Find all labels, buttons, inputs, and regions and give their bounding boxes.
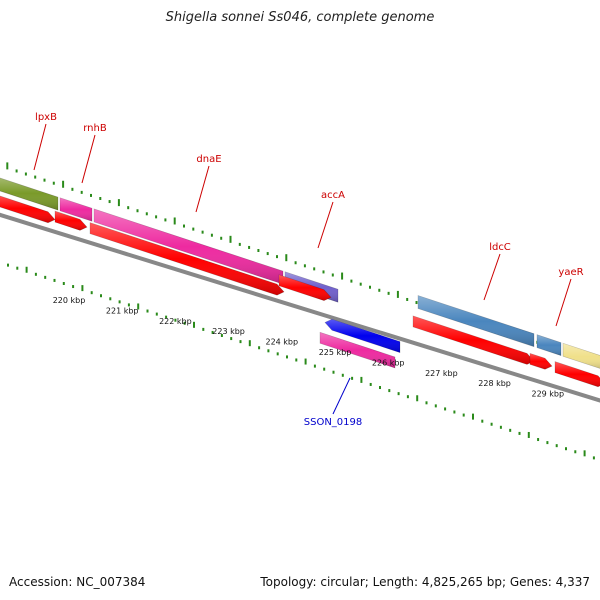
gene-label-ldcC[interactable]: ldcC [489, 242, 511, 253]
cds-rnhB-shade [55, 211, 87, 231]
gene-label-lpxB[interactable]: lpxB [35, 112, 57, 123]
feature-ldcC-shade [418, 295, 534, 347]
scale-label: 229 kbp [531, 390, 564, 399]
cds-unlabeled-shade [555, 361, 600, 387]
genome-summary-text: Topology: circular; Length: 4,825,265 bp… [260, 575, 590, 589]
scale-label: 226 kbp [372, 358, 405, 367]
gene-label-rnhB[interactable]: rnhB [83, 123, 107, 134]
scale-label: 228 kbp [478, 379, 511, 388]
label-leader-rnhB [81, 134, 96, 184]
gene-labels: lpxB rnhB dnaE accA ldcC yaeR SSON_0198 [33, 112, 584, 428]
backbone-line [0, 212, 600, 403]
label-leader-SSON_0198 [332, 377, 351, 415]
cds-ldcC-shade [413, 315, 534, 365]
scale-label: 221 kbp [106, 306, 139, 315]
outer-tick-track [6, 162, 595, 363]
gene-label-SSON_0198[interactable]: SSON_0198 [304, 417, 363, 428]
feature-yaeR-shade [537, 334, 561, 356]
scale-label: 227 kbp [425, 369, 458, 378]
accession-text: Accession: NC_007384 [9, 575, 146, 589]
cds-dnaE-shade [90, 222, 284, 296]
map-title: Shigella sonnei Ss046, complete genome [165, 10, 435, 25]
scale-label: 224 kbp [265, 338, 298, 347]
label-leader-dnaE [195, 165, 210, 213]
feature-dnaE-shade [94, 208, 283, 285]
feature-lpxB-shade [0, 178, 58, 211]
cds-track [0, 195, 600, 388]
gene-label-accA[interactable]: accA [321, 190, 345, 201]
scale-label: 223 kbp [212, 327, 245, 336]
scale-label: 222 kbp [159, 317, 192, 326]
backbone [0, 212, 600, 403]
cds-lpxB-shade [0, 196, 55, 223]
scale-label: 225 kbp [319, 348, 352, 357]
label-leader-lpxB [33, 123, 47, 171]
gene-label-yaeR[interactable]: yaeR [558, 267, 583, 278]
cds-yaeR-shade [530, 353, 552, 370]
cds-accA-shade [279, 274, 331, 301]
feature-track [0, 177, 600, 369]
feature-SSON_0198-shade [325, 319, 400, 353]
feature-rnhB-shade [60, 197, 92, 222]
label-leader-yaeR [555, 278, 572, 327]
feature-SSON_0198-pink-shade [320, 332, 395, 368]
scale-label: 220 kbp [53, 296, 86, 305]
label-leader-accA [317, 201, 334, 249]
scale-tick-track [7, 263, 595, 460]
gene-label-dnaE[interactable]: dnaE [196, 154, 221, 165]
feature-unlabeled-shade [563, 343, 600, 369]
scale-labels: 220 kbp 221 kbp 222 kbp 223 kbp 224 kbp 225 k… [53, 296, 564, 399]
label-leader-ldcC [483, 253, 501, 301]
